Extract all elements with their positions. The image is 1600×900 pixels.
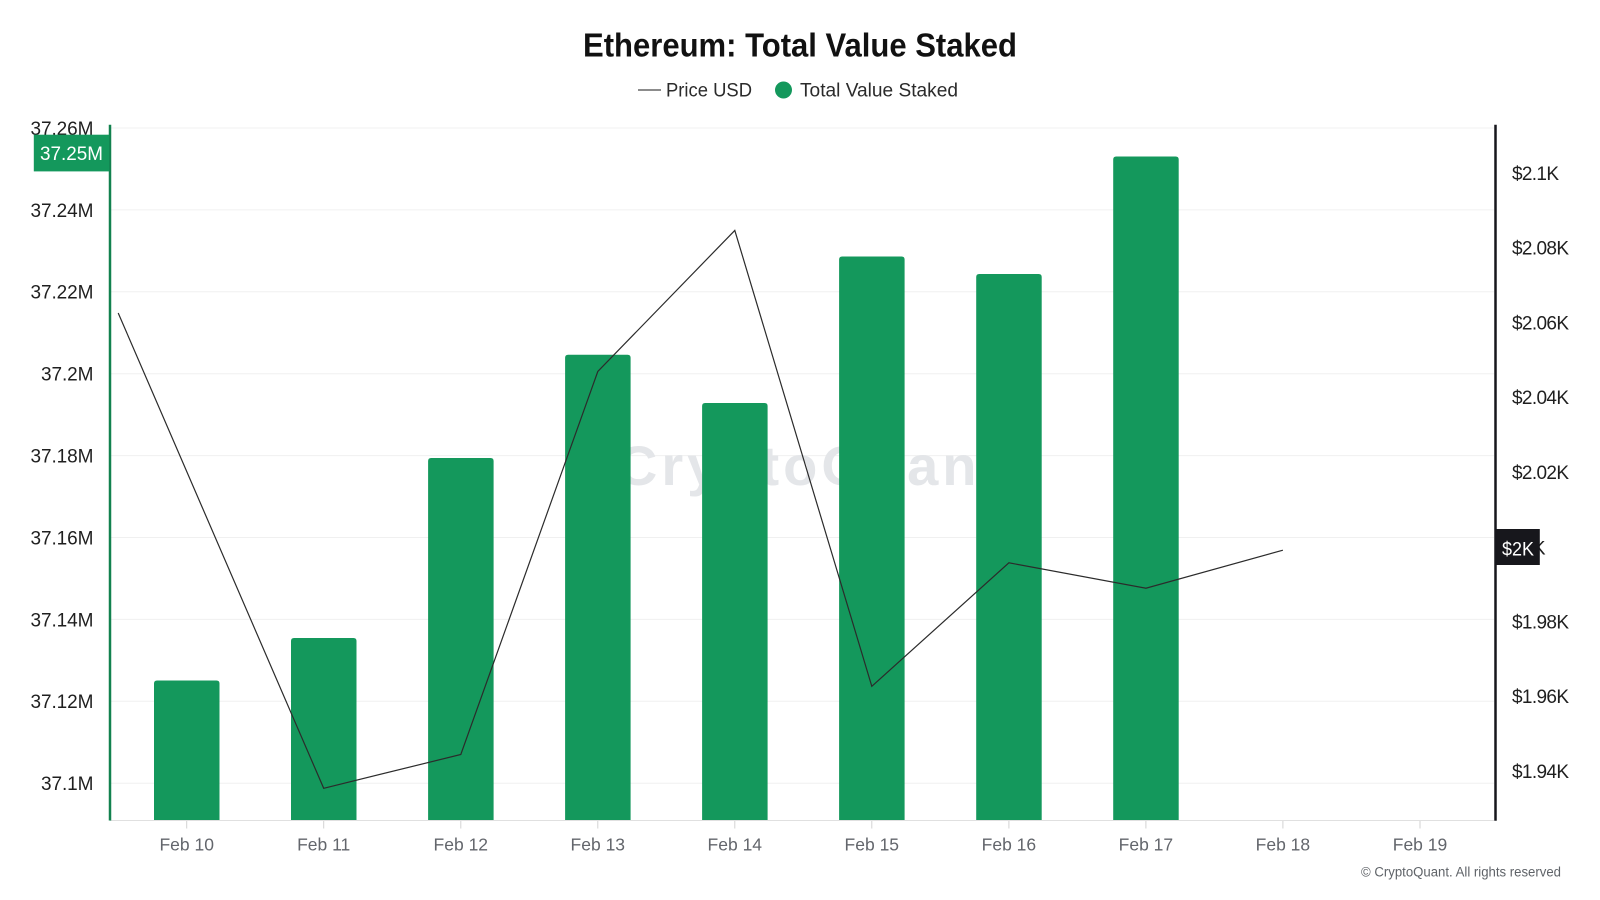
svg-text:Total Value Staked: Total Value Staked (800, 80, 958, 101)
svg-text:CryptoQuant: CryptoQuant (617, 434, 1003, 497)
svg-text:$2K: $2K (1502, 539, 1534, 560)
svg-text:Feb 17: Feb 17 (1119, 835, 1173, 855)
svg-text:$2.06K: $2.06K (1512, 313, 1569, 334)
svg-text:37.26M: 37.26M (31, 119, 94, 140)
svg-text:Feb 15: Feb 15 (845, 835, 899, 855)
svg-text:Feb 13: Feb 13 (571, 835, 625, 855)
svg-text:37.18M: 37.18M (31, 447, 94, 468)
svg-text:37.1M: 37.1M (41, 774, 94, 795)
svg-text:$2.08K: $2.08K (1512, 239, 1569, 260)
svg-text:Feb 14: Feb 14 (708, 835, 763, 855)
svg-text:37.2M: 37.2M (41, 365, 94, 386)
svg-text:37.16M: 37.16M (31, 528, 94, 549)
svg-text:$2.02K: $2.02K (1512, 463, 1569, 484)
svg-text:© CryptoQuant. All rights rese: © CryptoQuant. All rights reserved (1361, 865, 1561, 880)
svg-text:Feb 18: Feb 18 (1256, 835, 1310, 855)
svg-text:Feb 10: Feb 10 (159, 835, 214, 855)
svg-text:37.12M: 37.12M (31, 692, 94, 713)
svg-text:Ethereum: Total Value Staked: Ethereum: Total Value Staked (583, 27, 1017, 64)
svg-text:Feb 16: Feb 16 (982, 835, 1036, 855)
svg-text:37.14M: 37.14M (31, 610, 94, 631)
svg-text:Price USD: Price USD (666, 80, 752, 101)
svg-text:Feb 11: Feb 11 (297, 835, 350, 855)
svg-text:37.24M: 37.24M (31, 201, 94, 222)
svg-text:37.22M: 37.22M (31, 283, 94, 304)
svg-text:$2.1K: $2.1K (1512, 164, 1559, 185)
svg-text:$1.94K: $1.94K (1512, 762, 1569, 783)
svg-text:37.25M: 37.25M (40, 144, 103, 165)
svg-text:$1.96K: $1.96K (1512, 687, 1569, 708)
svg-text:$2.04K: $2.04K (1512, 388, 1569, 409)
svg-text:Feb 19: Feb 19 (1393, 835, 1447, 855)
svg-text:$1.98K: $1.98K (1512, 612, 1569, 633)
svg-text:Feb 12: Feb 12 (434, 835, 488, 855)
